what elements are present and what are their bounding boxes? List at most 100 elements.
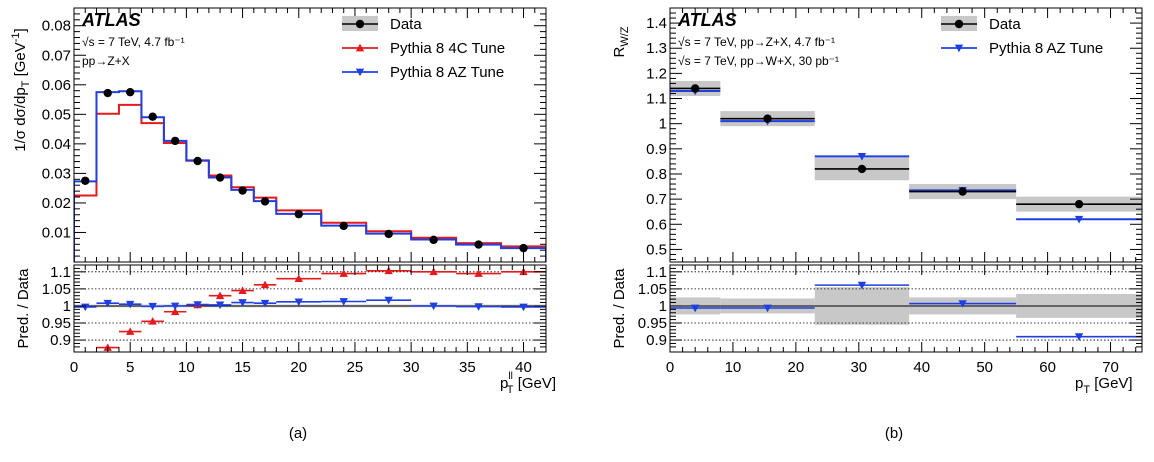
ratio-point-pythia-az bbox=[215, 301, 225, 310]
legend-swatch-data-point bbox=[954, 19, 964, 29]
data-point bbox=[103, 88, 112, 98]
ratio-y-axis-label: Pred. / Data bbox=[15, 268, 32, 349]
x-axis-label-sub: T bbox=[507, 384, 514, 396]
data-point bbox=[857, 164, 867, 174]
atlas-label: ATLAS bbox=[677, 10, 737, 30]
ratio-point-pythia-az bbox=[294, 298, 303, 307]
data-point bbox=[763, 114, 772, 123]
series-point-pythia-az bbox=[857, 153, 867, 161]
main-frame bbox=[669, 7, 1143, 263]
info-line: √s = 7 TeV, pp→Z+X, 4.7 fb⁻¹ bbox=[678, 35, 835, 49]
legend-label-data: Data bbox=[390, 16, 422, 33]
ratio-point-pythia-az bbox=[763, 304, 772, 313]
ratio-point-pythia-az bbox=[1074, 333, 1084, 341]
legend-label-data: Data bbox=[989, 16, 1021, 33]
x-tick-label: 20 bbox=[788, 359, 805, 376]
data-point bbox=[260, 197, 270, 206]
atlas-label: ATLAS bbox=[81, 10, 141, 30]
ratio-point-pythia-4c bbox=[170, 307, 180, 316]
data-point bbox=[429, 235, 438, 245]
ratio-point-pythia-az bbox=[260, 299, 270, 308]
x-tick-label: 25 bbox=[347, 359, 364, 376]
data-point bbox=[958, 187, 967, 196]
info-line: √s = 7 TeV, 4.7 fb⁻¹ bbox=[82, 35, 185, 49]
ratio-point-pythia-4c bbox=[474, 269, 483, 277]
panel-caption: (a) bbox=[289, 425, 307, 442]
ratio-point-pythia-az bbox=[474, 303, 483, 311]
y-tick-label: 0.8 bbox=[646, 166, 667, 183]
ratio-frame bbox=[669, 264, 1143, 353]
y-tick-label: 0.02 bbox=[42, 195, 71, 212]
ratio-point-pythia-az bbox=[384, 296, 393, 305]
y-axis-label-main: R bbox=[611, 47, 628, 58]
ratio-tick-label: 0.95 bbox=[638, 315, 667, 332]
ratio-point-pythia-4c bbox=[429, 267, 438, 276]
ratio-point-pythia-4c bbox=[339, 269, 348, 277]
data-point bbox=[81, 176, 90, 185]
x-tick-label: 20 bbox=[290, 359, 307, 376]
legend-swatch-marker bbox=[954, 44, 964, 53]
ratio-tick-label: 1.05 bbox=[638, 281, 667, 298]
y-axis-label: 1/σ dσ/dpT [GeV-1] bbox=[10, 28, 32, 151]
data-point bbox=[1074, 199, 1084, 209]
x-tick-label: 50 bbox=[976, 359, 993, 376]
ratio-tick-label: 0.9 bbox=[646, 332, 667, 349]
ratio-point-pythia-4c bbox=[384, 266, 393, 275]
legend-label: Pythia 8 AZ Tune bbox=[390, 64, 504, 81]
ratio-point-pythia-az bbox=[170, 302, 180, 311]
x-axis-label-sub: T bbox=[1083, 384, 1090, 396]
x-axis-label: pll T [GeV] bbox=[500, 371, 556, 396]
x-axis-label-p: p bbox=[1075, 375, 1083, 392]
ratio-point-pythia-4c bbox=[148, 317, 157, 325]
panel-caption: (b) bbox=[885, 425, 903, 442]
ratio-point-pythia-az bbox=[429, 302, 438, 311]
x-axis-label-sup: ll bbox=[508, 371, 512, 382]
ratio-point-pythia-4c bbox=[260, 280, 270, 289]
ratio-point-pythia-az bbox=[238, 299, 247, 307]
x-axis-label: pT [GeV] bbox=[1075, 375, 1133, 396]
x-tick-label: 5 bbox=[126, 359, 134, 376]
data-point bbox=[238, 186, 247, 195]
ratio-point-pythia-az bbox=[193, 301, 202, 309]
y-tick-label: 1 bbox=[659, 116, 667, 133]
data-point bbox=[339, 221, 348, 231]
ratio-point-pythia-4c bbox=[215, 291, 225, 300]
ratio-tick-label: 0.95 bbox=[42, 315, 71, 332]
y-tick-label: 0.07 bbox=[42, 47, 71, 64]
x-tick-label: 40 bbox=[515, 359, 532, 376]
ratio-point-pythia-4c bbox=[294, 274, 303, 283]
ratio-point-pythia-az bbox=[125, 300, 135, 309]
data-point bbox=[384, 229, 393, 239]
y-tick-label: 0.03 bbox=[42, 165, 71, 182]
x-tick-label: 70 bbox=[1102, 359, 1119, 376]
y-tick-label: 1.3 bbox=[646, 40, 667, 57]
ratio-point-pythia-az bbox=[958, 300, 967, 308]
y-tick-label: 1.2 bbox=[646, 65, 667, 82]
ratio-point-pythia-az bbox=[148, 302, 157, 311]
x-tick-label: 0 bbox=[70, 359, 78, 376]
x-axis-label-p: p bbox=[500, 375, 508, 392]
legend-swatch-marker bbox=[355, 43, 365, 52]
x-tick-label: 35 bbox=[459, 359, 476, 376]
ratio-y-axis-label: Pred. / Data bbox=[611, 268, 628, 349]
x-tick-label: 60 bbox=[1039, 359, 1056, 376]
y-axis-label-sub: W/Z bbox=[619, 26, 631, 46]
data-point bbox=[215, 173, 225, 182]
data-point bbox=[519, 243, 528, 253]
y-tick-label: 0.06 bbox=[42, 77, 71, 94]
ratio-tick-label: 1.1 bbox=[50, 264, 71, 281]
y-axis-label-main: 1/σ dσ/dp bbox=[12, 87, 29, 151]
data-point bbox=[474, 240, 483, 249]
info-line: √s = 7 TeV, pp→W+X, 30 pb⁻¹ bbox=[678, 54, 839, 68]
ratio-point-pythia-az bbox=[339, 298, 348, 306]
series-point-pythia-az bbox=[1074, 215, 1084, 224]
data-point bbox=[125, 87, 135, 97]
y-tick-label: 0.04 bbox=[42, 136, 71, 153]
y-tick-label: 0.01 bbox=[42, 224, 71, 241]
legend-label: Pythia 8 AZ Tune bbox=[989, 40, 1103, 57]
y-axis-label: RW/Z bbox=[611, 26, 631, 57]
y-axis-label-sub: T bbox=[20, 80, 32, 87]
y-axis-label-unit: [GeV bbox=[12, 42, 29, 80]
